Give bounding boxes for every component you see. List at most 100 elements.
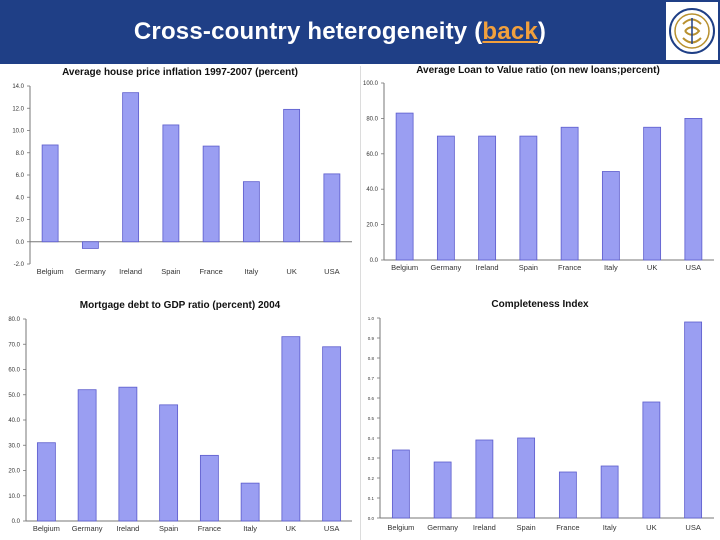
y-tick-label: 2.0	[16, 218, 25, 224]
y-tick-label: 0.0	[368, 516, 375, 521]
y-tick-label: 10.0	[8, 494, 20, 500]
y-tick-label: 8.0	[16, 151, 25, 157]
back-link[interactable]: back	[482, 18, 538, 45]
y-tick-label: 14.0	[12, 84, 24, 90]
house-price-inflation-chart: Average house price inflation 1997-2007 …	[12, 67, 352, 276]
bar-belgium	[391, 449, 410, 519]
y-tick-label: 0.1	[368, 496, 375, 501]
y-tick-label: 0.9	[368, 336, 375, 341]
loan-to-value-chart: Average Loan to Value ratio (on new loan…	[363, 65, 714, 272]
bar-belgium	[41, 144, 59, 243]
y-tick-label: 4.0	[16, 195, 25, 201]
bar-italy	[240, 482, 260, 522]
y-tick-label: 6.0	[16, 173, 25, 179]
completeness-index-chart: Completeness Index 1.0 0.9 0.8 0.7 0.6 0.5 0.4 0…	[368, 299, 714, 532]
bar-germany	[77, 389, 97, 522]
category-label: UK	[647, 263, 657, 272]
category-label: Belgium	[33, 524, 60, 533]
y-tick-label: 0.2	[368, 476, 375, 481]
category-label: Germany	[75, 267, 106, 276]
bar-france	[560, 126, 579, 261]
bar-uk	[642, 401, 661, 519]
panel-divider	[360, 66, 361, 540]
bar-france	[199, 454, 219, 522]
bar-france	[202, 145, 220, 243]
bar-germany	[81, 241, 99, 249]
category-label: Spain	[519, 263, 538, 272]
bar-usa	[322, 346, 342, 522]
category-label: France	[556, 523, 579, 532]
category-label: USA	[686, 263, 701, 272]
y-tick-label: 20.0	[8, 469, 20, 475]
bar-spain	[159, 404, 179, 522]
category-label: Belgium	[37, 267, 64, 276]
y-tick-label: -2.0	[14, 262, 25, 268]
bar-italy	[600, 465, 619, 519]
bar-usa	[684, 321, 703, 519]
category-label: USA	[324, 524, 339, 533]
y-tick-label: 0.8	[368, 356, 375, 361]
category-label: Belgium	[387, 523, 414, 532]
category-label: France	[199, 267, 222, 276]
title-close-paren: )	[537, 18, 547, 45]
y-tick-label: 60.0	[8, 368, 20, 374]
y-tick-label: 80.0	[366, 116, 378, 122]
y-tick-label: 0.0	[12, 519, 21, 525]
y-tick-label: 0.3	[368, 456, 375, 461]
category-label: France	[558, 263, 581, 272]
slide-header	[0, 0, 720, 64]
category-label: UK	[286, 524, 296, 533]
bar-ireland	[118, 386, 138, 522]
y-tick-label: 70.0	[8, 342, 20, 348]
chart-title: Completeness Index	[491, 299, 589, 310]
category-label: Germany	[430, 263, 461, 272]
category-label: Ireland	[476, 263, 499, 272]
y-tick-label: 100.0	[363, 81, 379, 87]
bar-spain	[519, 135, 538, 261]
category-label: Ireland	[473, 523, 496, 532]
y-tick-label: 0.0	[16, 240, 25, 246]
category-label: Spain	[517, 523, 536, 532]
y-tick-label: 0.7	[368, 376, 375, 381]
category-label: UK	[286, 267, 296, 276]
category-label: USA	[685, 523, 700, 532]
chart-title: Average house price inflation 1997-2007 …	[62, 67, 298, 78]
title-text: Cross-country heterogeneity (	[133, 18, 483, 45]
category-label: Spain	[161, 267, 180, 276]
slide-title: Cross-country heterogeneity (back)	[0, 18, 680, 46]
bar-italy	[601, 171, 620, 261]
category-label: Italy	[604, 263, 618, 272]
y-tick-label: 30.0	[8, 443, 20, 449]
bar-usa	[684, 118, 703, 261]
bar-germany	[433, 461, 452, 519]
y-tick-label: 0.4	[368, 436, 375, 441]
chart-title: Mortgage debt to GDP ratio (percent) 200…	[80, 300, 281, 311]
category-label: Italy	[244, 267, 258, 276]
bar-spain	[162, 124, 180, 243]
category-label: Spain	[159, 524, 178, 533]
bar-uk	[283, 108, 301, 243]
y-tick-label: 80.0	[8, 317, 20, 323]
category-label: Germany	[72, 524, 103, 533]
category-label: UK	[646, 523, 656, 532]
bar-germany	[436, 135, 455, 261]
category-label: USA	[324, 267, 339, 276]
category-label: Belgium	[391, 263, 418, 272]
bar-italy	[242, 181, 260, 243]
y-tick-label: 0.5	[368, 416, 375, 421]
bar-spain	[517, 437, 536, 519]
y-tick-label: 50.0	[8, 393, 20, 399]
category-label: Italy	[243, 524, 257, 533]
bar-usa	[323, 173, 341, 243]
bar-france	[558, 471, 577, 519]
logo	[666, 2, 718, 60]
y-tick-label: 12.0	[12, 106, 24, 112]
category-label: Italy	[603, 523, 617, 532]
category-label: Ireland	[116, 524, 139, 533]
y-tick-label: 1.0	[368, 316, 375, 321]
y-tick-label: 40.0	[8, 418, 20, 424]
bar-belgium	[395, 112, 414, 261]
category-label: France	[198, 524, 221, 533]
y-tick-label: 40.0	[366, 187, 378, 193]
bar-belgium	[36, 442, 56, 522]
